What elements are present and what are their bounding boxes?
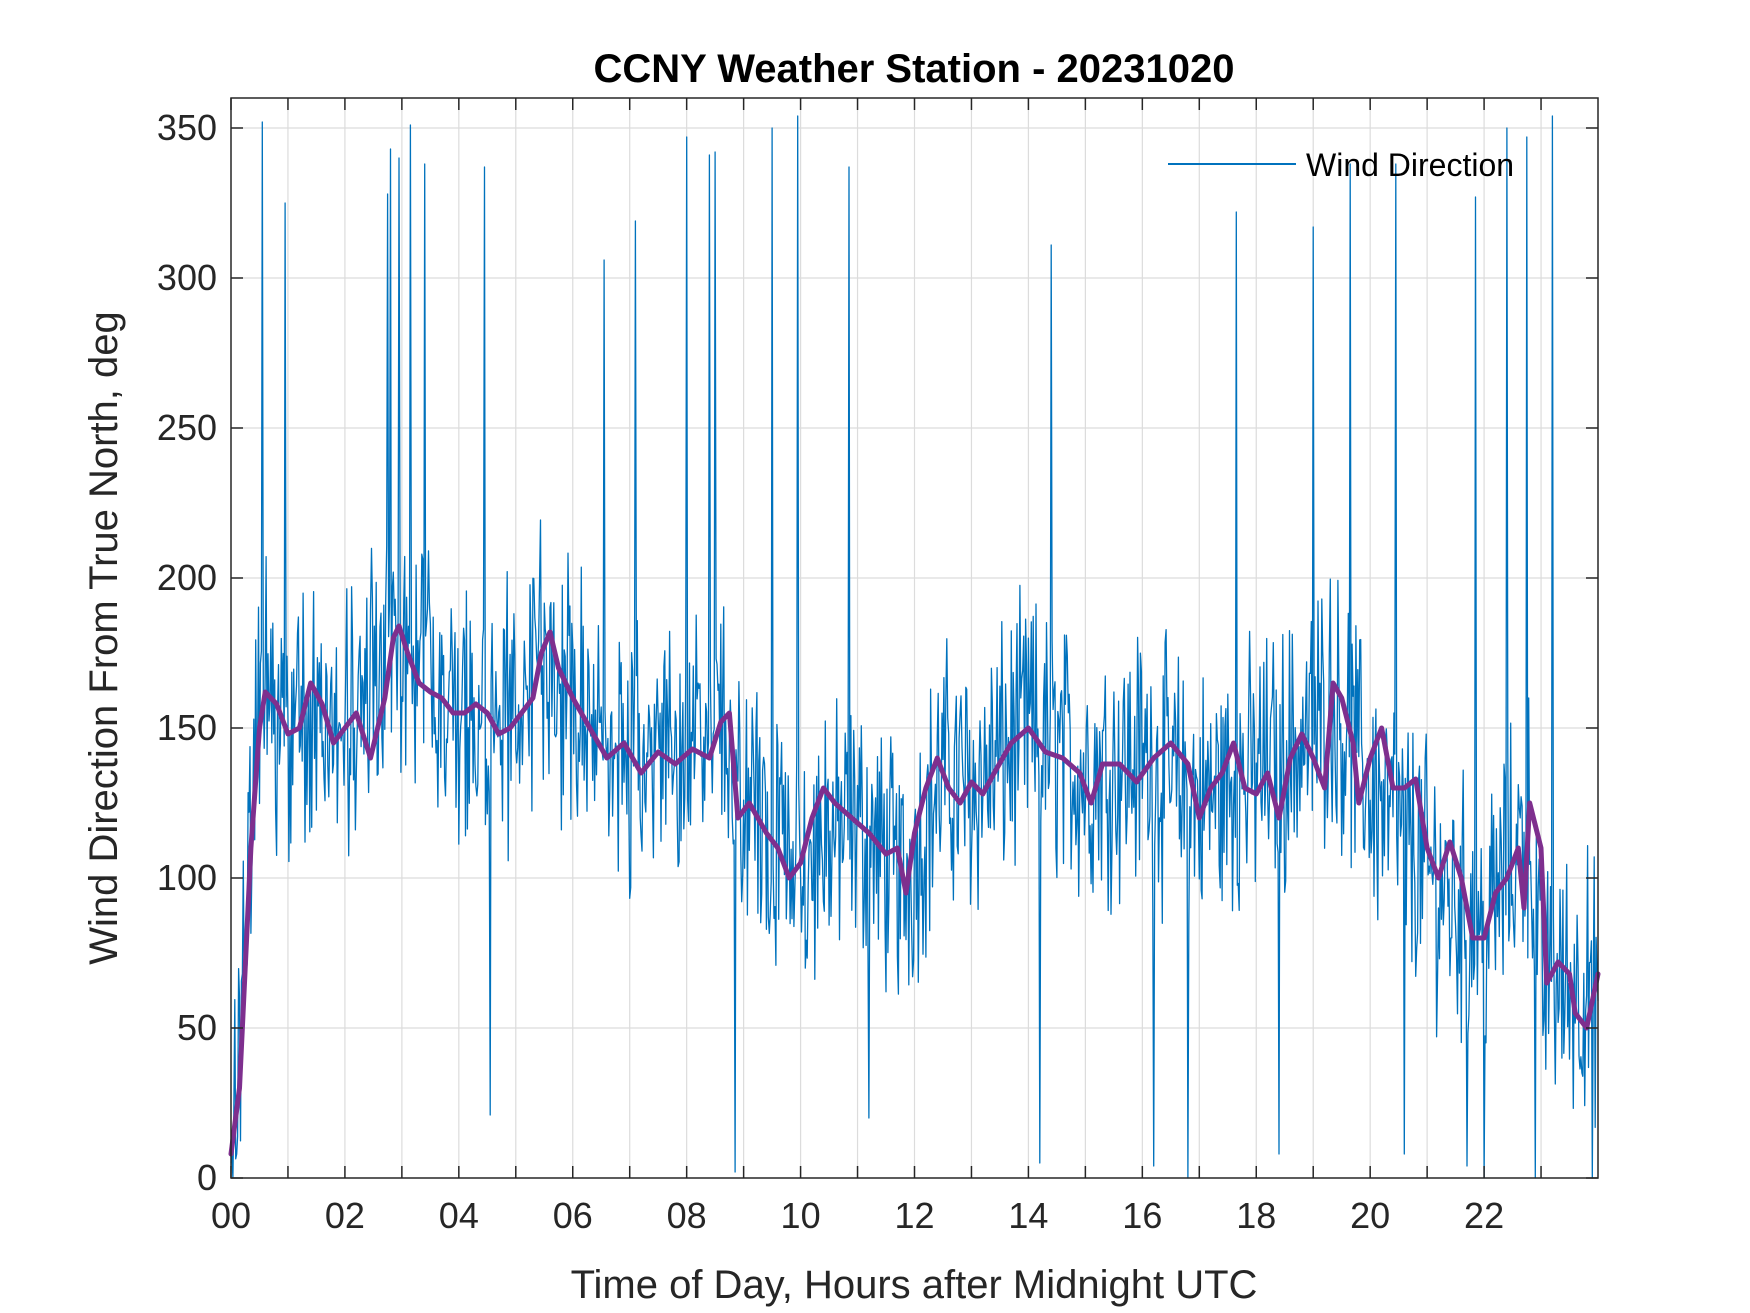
- x-tick-label: 08: [667, 1195, 707, 1236]
- raw-series-group: [230, 115, 1599, 1179]
- x-tick-label: 14: [1008, 1195, 1048, 1236]
- y-tick-label: 300: [157, 257, 217, 298]
- y-tick-labels: 0 50 100 150 200 250 300 350: [157, 107, 217, 1198]
- smoothed-series-group: [228, 623, 1601, 1157]
- series-wind-direction: [230, 115, 1599, 1179]
- y-tick-label: 50: [177, 1007, 217, 1048]
- x-tick-label: 10: [781, 1195, 821, 1236]
- x-tick-label: 02: [325, 1195, 365, 1236]
- y-tick-label: 250: [157, 407, 217, 448]
- y-tick-label: 350: [157, 107, 217, 148]
- x-tick-labels: 00 02 04 06 08 10 12 14 16 18 20 22: [211, 1195, 1504, 1236]
- x-tick-label: 16: [1122, 1195, 1162, 1236]
- x-axis-label: Time of Day, Hours after Midnight UTC: [571, 1263, 1258, 1307]
- legend-label-wind-direction: Wind Direction: [1306, 147, 1514, 183]
- chart-title: CCNY Weather Station - 20231020: [594, 47, 1235, 91]
- x-tick-label: 06: [553, 1195, 593, 1236]
- x-tick-label: 00: [211, 1195, 251, 1236]
- x-tick-label: 04: [439, 1195, 479, 1236]
- tick-marks: [230, 98, 1598, 1179]
- x-tick-label: 22: [1464, 1195, 1504, 1236]
- legend: Wind Direction: [1168, 147, 1514, 183]
- y-axis-label: Wind Direction From True North, deg: [82, 311, 126, 965]
- x-tick-label: 20: [1350, 1195, 1390, 1236]
- x-tick-label: 18: [1236, 1195, 1276, 1236]
- series-smoothed-wind-direction: [228, 623, 1601, 1157]
- y-tick-label: 200: [157, 557, 217, 598]
- x-tick-label: 12: [894, 1195, 934, 1236]
- y-tick-label: 0: [197, 1157, 217, 1198]
- y-tick-label: 150: [157, 707, 217, 748]
- y-tick-label: 100: [157, 857, 217, 898]
